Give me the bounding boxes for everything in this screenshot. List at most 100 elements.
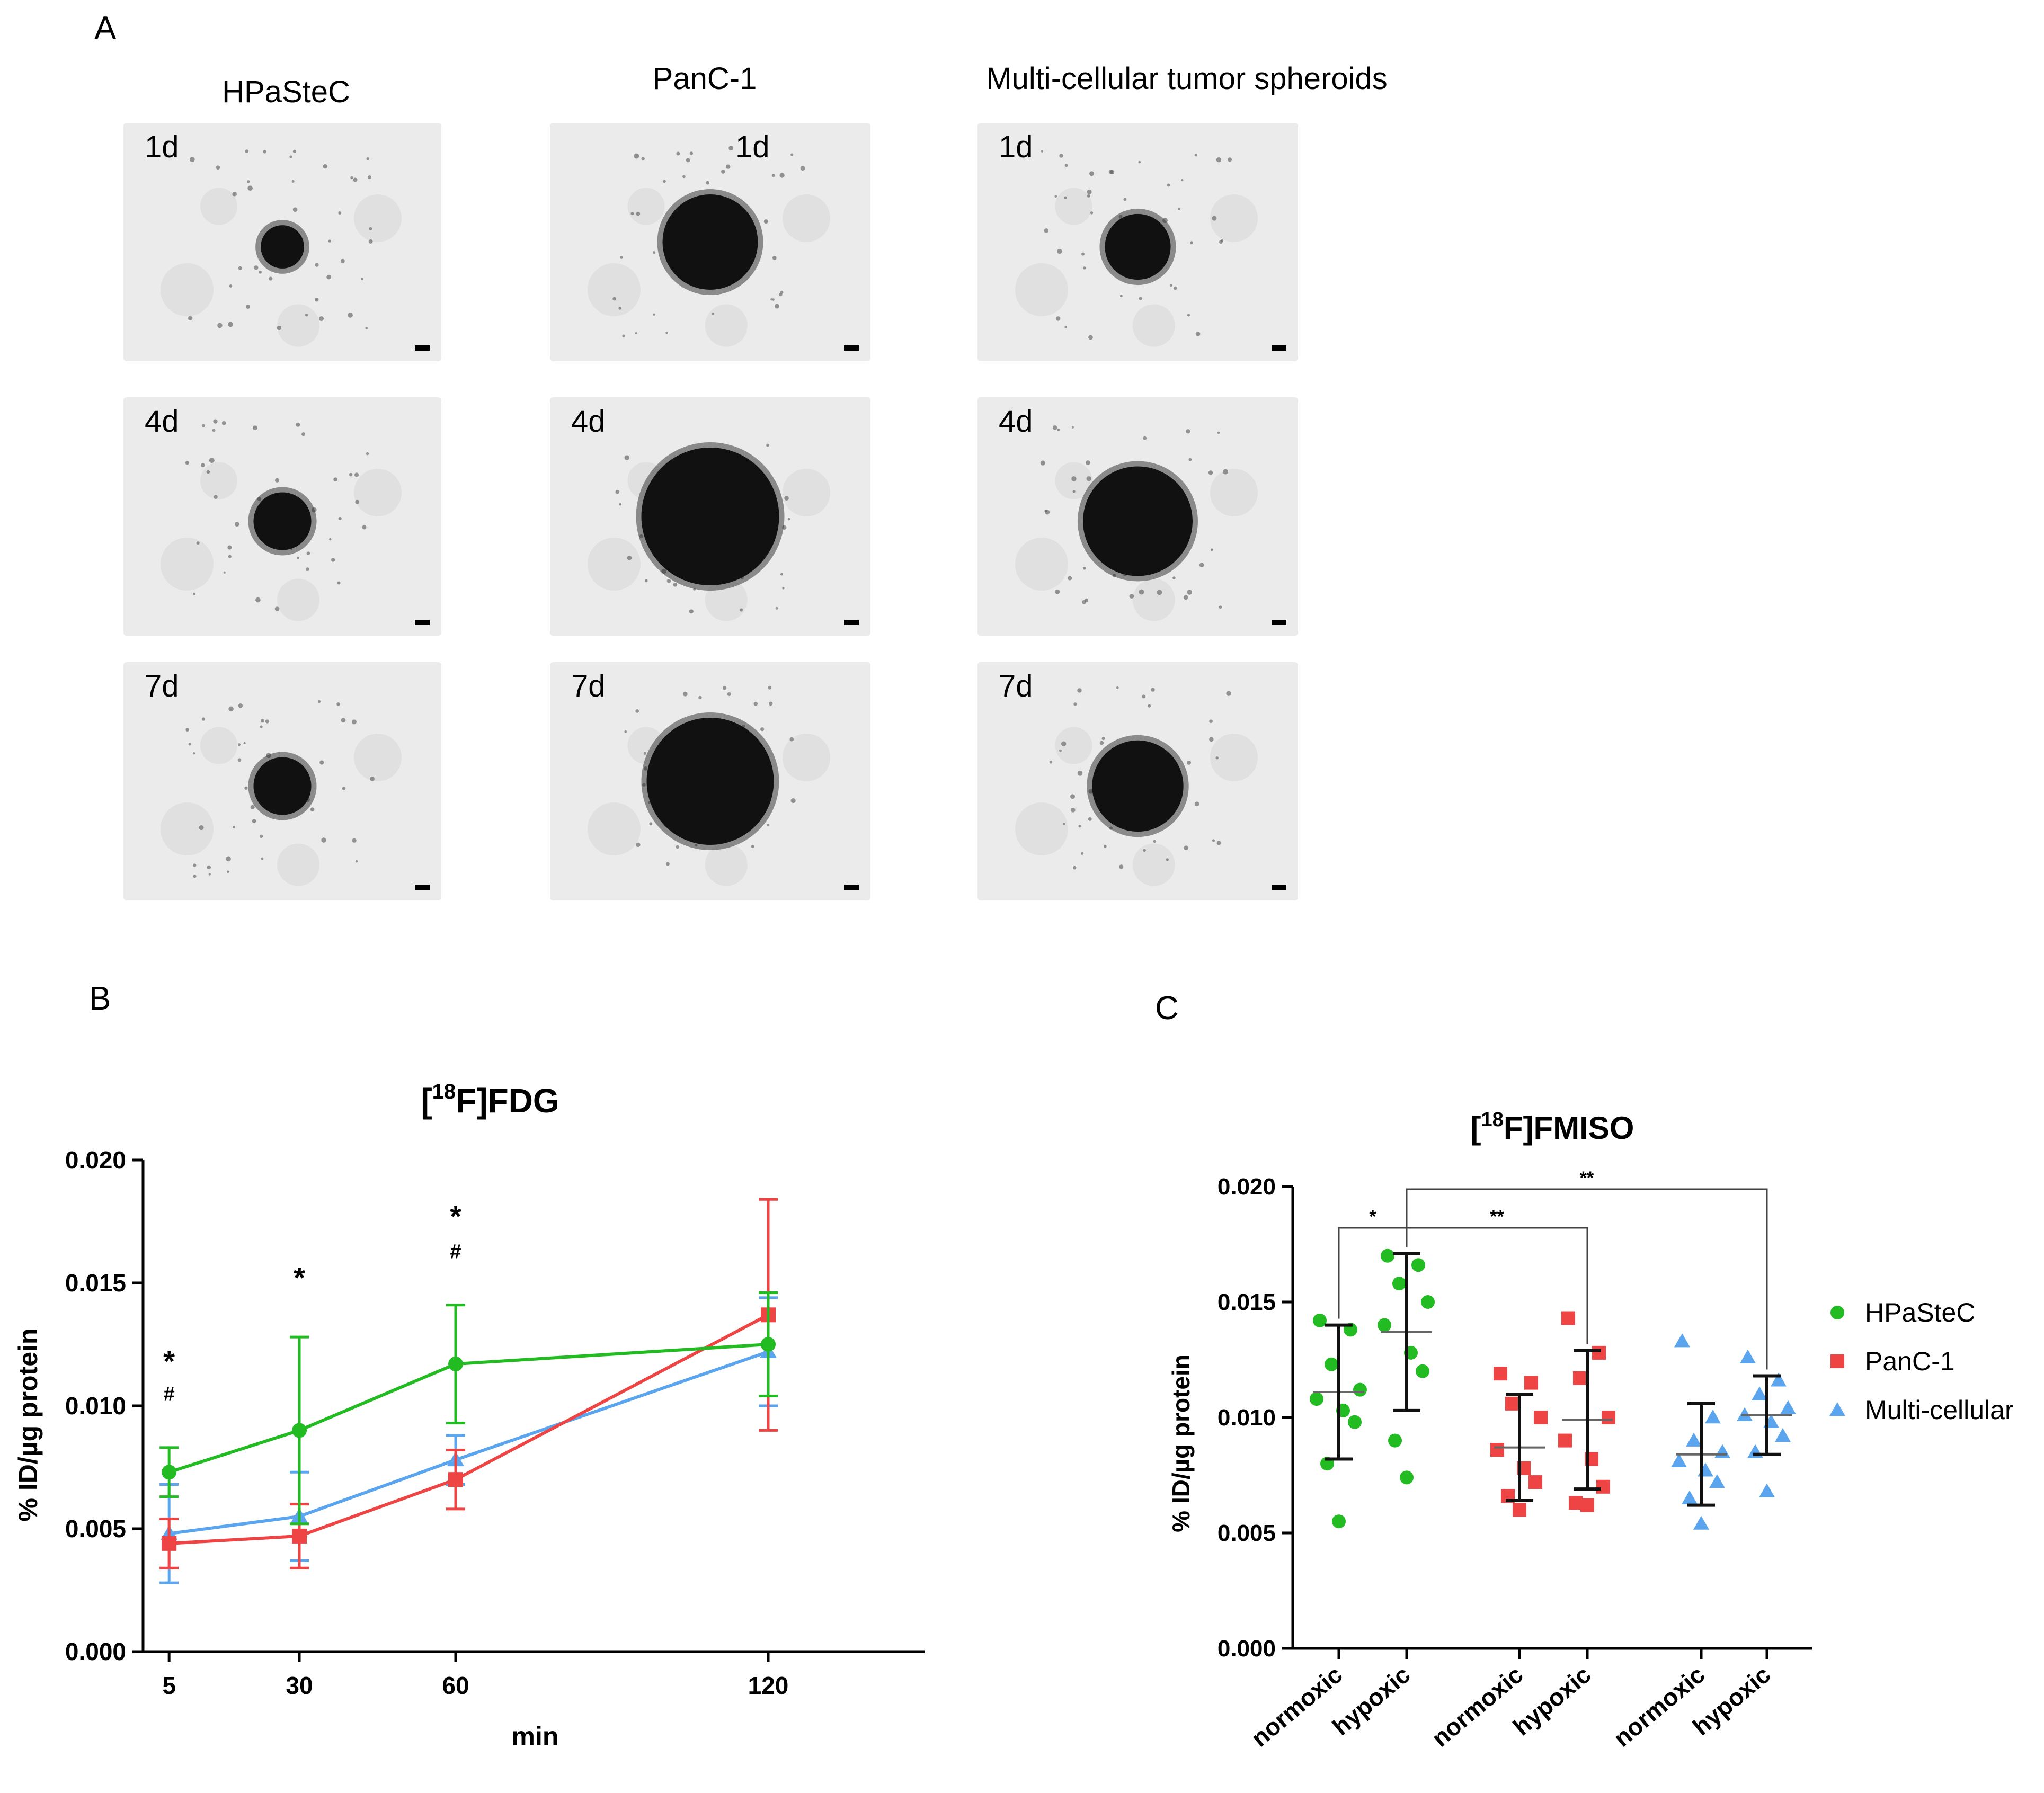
debris-dot — [1188, 458, 1192, 461]
debris-dot — [226, 856, 231, 862]
fdg-data-point — [759, 1343, 777, 1358]
legend-label-panc-1: PanC-1 — [1865, 1346, 1955, 1376]
debris-dot — [1064, 326, 1067, 328]
background-blob — [627, 188, 665, 225]
debris-dot — [1216, 157, 1222, 163]
debris-dot — [1181, 179, 1184, 182]
debris-dot — [620, 256, 623, 259]
fmiso-data-point — [1686, 1432, 1702, 1447]
debris-dot — [1068, 576, 1072, 581]
fmiso-data-point — [1336, 1403, 1350, 1417]
fdg-data-point — [292, 1423, 307, 1438]
fdg-data-point — [448, 1472, 463, 1487]
debris-dot — [1081, 252, 1085, 256]
debris-dot — [228, 322, 233, 327]
debris-dot — [232, 191, 237, 197]
debris-dot — [1123, 198, 1127, 201]
debris-dot — [1194, 801, 1199, 807]
debris-dot — [1209, 719, 1213, 724]
debris-dot — [1172, 576, 1176, 579]
debris-dot — [787, 518, 790, 521]
debris-dot — [216, 165, 220, 170]
fmiso-data-point — [1709, 1474, 1725, 1488]
background-blob — [1132, 304, 1175, 347]
debris-dot — [1083, 266, 1086, 270]
debris-dot — [233, 826, 235, 828]
debris-dot — [1228, 157, 1232, 162]
fdg-data-point — [292, 1528, 307, 1544]
fdg-series-line-hpastec — [168, 1343, 769, 1474]
fdg-data-point — [447, 1451, 465, 1467]
fdg-x-axis-label: min — [512, 1721, 559, 1751]
background-blob — [1132, 578, 1175, 621]
micrograph-2-2: 4d — [550, 397, 870, 636]
debris-dot — [612, 297, 616, 301]
fmiso-data-point — [1693, 1515, 1709, 1530]
fmiso-data-point — [1596, 1479, 1610, 1494]
debris-dot — [790, 798, 796, 804]
debris-dot — [1139, 297, 1142, 300]
debris-dot — [228, 706, 234, 712]
debris-dot — [252, 819, 256, 824]
fdg-x-tick-label: 120 — [748, 1672, 789, 1699]
debris-dot — [636, 211, 641, 216]
debris-dot — [641, 157, 645, 160]
debris-dot — [349, 472, 353, 477]
background-blob — [354, 469, 402, 516]
debris-dot — [269, 276, 273, 281]
debris-dot — [255, 597, 261, 603]
micrograph-image — [588, 685, 830, 886]
fdg-data-point — [162, 1536, 177, 1551]
debris-dot — [706, 181, 710, 185]
micrograph-image — [1015, 150, 1258, 347]
fmiso-data-point — [1752, 1386, 1767, 1400]
debris-dot — [296, 422, 300, 427]
debris-dot — [1210, 548, 1213, 551]
fmiso-x-tick-label: hypoxic — [1687, 1661, 1776, 1741]
legend-label-hpastec: HPaSteC — [1865, 1298, 1975, 1327]
debris-dot — [189, 157, 195, 162]
debris-dot — [342, 787, 346, 790]
debris-dot — [1151, 688, 1155, 692]
fdg-significance-mark: * — [450, 1199, 461, 1233]
debris-dot — [243, 742, 246, 745]
fmiso-data-point — [1416, 1364, 1429, 1378]
debris-dot — [1187, 590, 1193, 595]
debris-dot — [245, 149, 249, 153]
debris-dot — [663, 180, 666, 183]
day-label: 1d — [145, 130, 179, 164]
debris-dot — [1088, 335, 1093, 340]
debris-dot — [274, 606, 280, 611]
debris-dot — [1209, 737, 1214, 742]
debris-dot — [323, 164, 327, 169]
fmiso-data-point — [1561, 1311, 1575, 1325]
fmiso-data-point — [1569, 1496, 1583, 1510]
day-label: 1d — [735, 130, 770, 164]
debris-dot — [1138, 160, 1141, 164]
debris-dot — [726, 164, 731, 169]
debris-dot — [782, 587, 785, 590]
debris-dot — [1174, 286, 1177, 290]
fmiso-x-tick-label: hypoxic — [1508, 1661, 1596, 1741]
debris-dot — [1089, 171, 1095, 176]
debris-dot — [1044, 228, 1049, 233]
micrograph-image — [1015, 425, 1258, 621]
debris-dot — [1222, 469, 1228, 475]
debris-dot — [244, 786, 248, 790]
debris-dot — [213, 419, 218, 424]
spheroid — [646, 718, 774, 845]
background-blob — [588, 263, 641, 316]
background-blob — [200, 188, 237, 225]
debris-dot — [772, 256, 777, 260]
debris-dot — [209, 458, 215, 463]
debris-dot — [353, 177, 358, 182]
micrograph-image — [588, 146, 830, 347]
debris-dot — [214, 495, 218, 499]
debris-dot — [1072, 490, 1076, 493]
fdg-series-line-multi-cellular — [168, 1350, 769, 1536]
day-label: 7d — [145, 669, 179, 703]
legend-label-multi-cellular: Multi-cellular — [1865, 1395, 2014, 1425]
debris-dot — [277, 325, 281, 331]
scale-bar — [415, 345, 430, 351]
background-blob — [588, 538, 641, 591]
